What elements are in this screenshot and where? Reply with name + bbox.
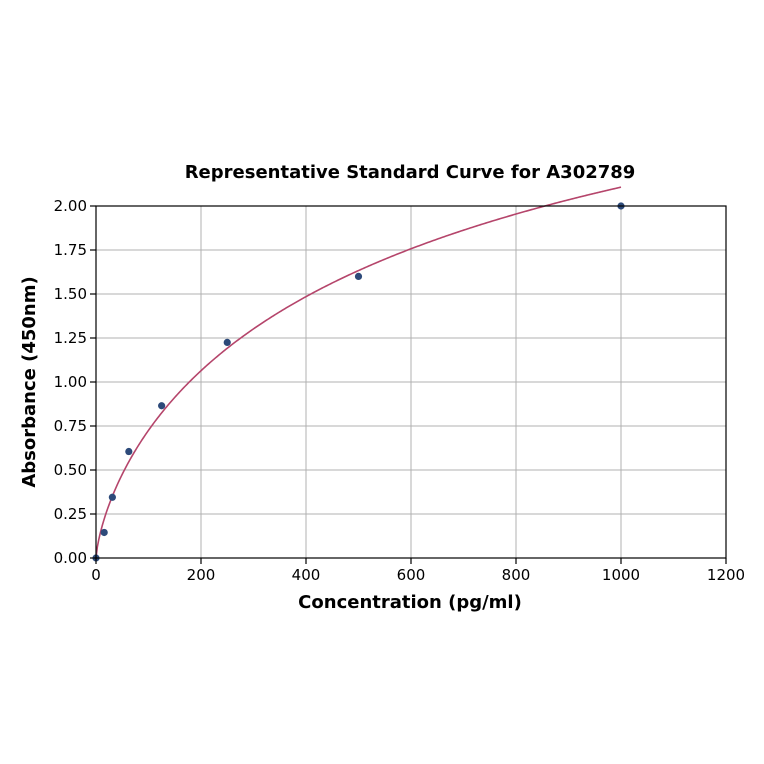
x-tick-label: 0 xyxy=(91,566,101,584)
fit-curve-group xyxy=(95,186,622,559)
data-points xyxy=(92,202,625,562)
y-axis-label: Absorbance (450nm) xyxy=(19,276,40,487)
x-tick-label: 400 xyxy=(292,566,321,584)
data-point xyxy=(354,272,363,280)
data-point xyxy=(223,338,231,346)
x-tick-label: 1200 xyxy=(707,566,745,584)
x-axis: 0 200 400 600 800 1000 1200 xyxy=(91,558,745,584)
data-point xyxy=(125,447,133,456)
data-point xyxy=(108,493,116,501)
fit-curve xyxy=(95,186,622,559)
x-axis-label: Concentration (pg/ml) xyxy=(298,592,522,613)
chart-title: Representative Standard Curve for A30278… xyxy=(185,162,636,183)
x-tick-label: 800 xyxy=(502,566,531,584)
data-point xyxy=(158,402,166,410)
y-tick-label: 1.25 xyxy=(54,329,87,347)
data-point xyxy=(100,528,108,537)
grid-lines xyxy=(95,205,727,559)
y-tick-label: 1.75 xyxy=(54,241,87,259)
x-tick-label: 600 xyxy=(397,566,426,584)
y-tick-label: 2.00 xyxy=(54,197,87,215)
x-tick-label: 1000 xyxy=(602,566,640,584)
y-axis: 0.00 0.25 0.50 0.75 1.00 1.25 1.50 1.75 2.00 xyxy=(54,197,96,567)
y-tick-label: 1.50 xyxy=(54,285,87,303)
y-tick-label: 0.75 xyxy=(54,417,87,435)
y-tick-label: 1.00 xyxy=(54,373,87,391)
y-tick-label: 0.50 xyxy=(54,461,87,479)
y-tick-label: 0.00 xyxy=(54,549,87,567)
y-tick-label: 0.25 xyxy=(54,505,87,523)
x-tick-label: 200 xyxy=(187,566,216,584)
